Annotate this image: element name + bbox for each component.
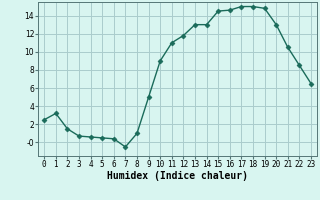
X-axis label: Humidex (Indice chaleur): Humidex (Indice chaleur) <box>107 171 248 181</box>
